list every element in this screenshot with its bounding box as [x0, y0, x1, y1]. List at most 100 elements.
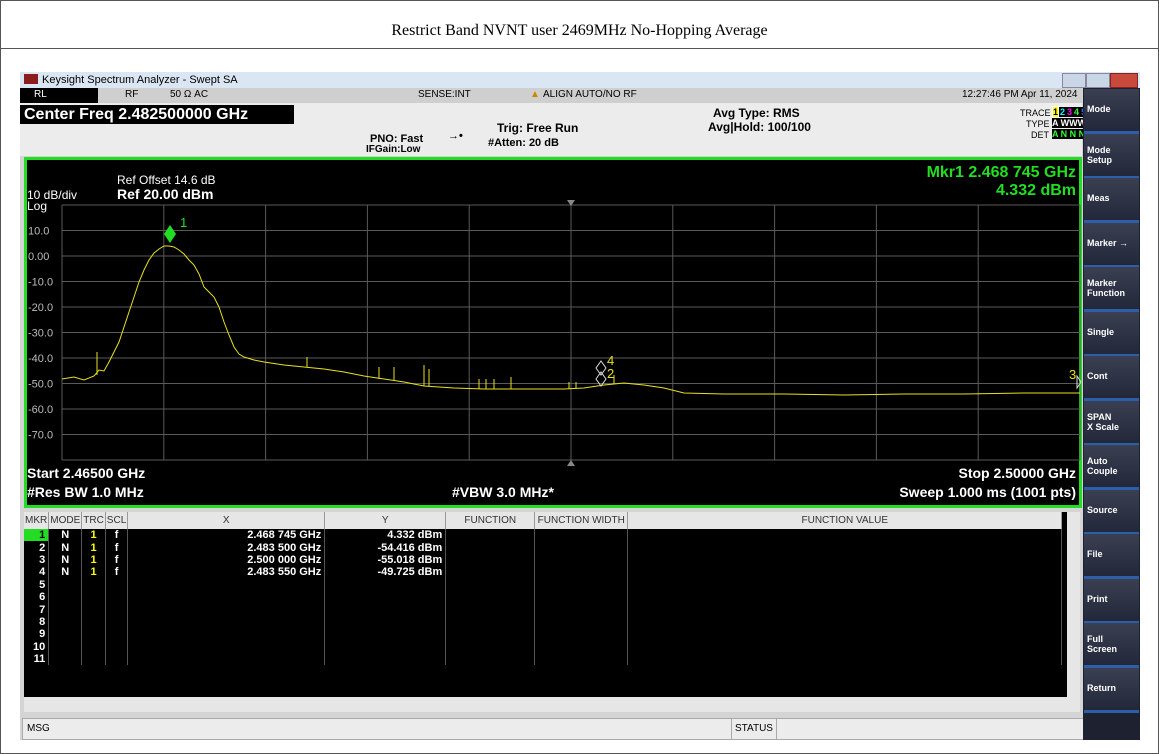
trace-number: 4 — [1074, 107, 1080, 117]
softkey-line: Mode — [1087, 144, 1111, 155]
trace-label: TRACE — [1020, 108, 1051, 118]
cell: 7 — [24, 603, 50, 616]
softkey[interactable]: Auto Couple — [1084, 445, 1139, 490]
marker-row: 6 — [24, 590, 1063, 604]
cell — [324, 615, 447, 629]
maximize-button[interactable] — [1086, 73, 1110, 88]
y-tick-label: 0.00 — [28, 251, 49, 263]
avg-type: Avg Type: RMS — [713, 106, 800, 120]
softkey-label: SPAN X Scale — [1087, 412, 1119, 432]
softkey-line: SPAN — [1087, 411, 1112, 422]
cell — [324, 590, 447, 604]
softkey-line: Mode — [1087, 104, 1111, 114]
marker-row: 1 N 1 f 2.468 745 GHz 4.332 dBm — [24, 529, 1063, 542]
cell: -55.018 dBm — [324, 553, 447, 567]
cell — [534, 628, 629, 641]
msg-bar: MSG STATUS — [22, 718, 1084, 740]
status-row: RL RF 50 Ω AC SENSE:INT ▲ ALIGN AUTO/NO … — [20, 88, 1082, 103]
avg-hold: Avg|Hold: 100/100 — [708, 120, 811, 134]
cell — [81, 590, 106, 604]
cell: 4.332 dBm — [324, 529, 447, 542]
cell — [445, 541, 536, 554]
marker-row: 3 N 1 f 2.500 000 GHz -55.018 dBm — [24, 553, 1063, 567]
warning-icon: ▲ — [530, 89, 540, 100]
cell — [627, 652, 1063, 666]
rl: RL — [34, 89, 47, 100]
atten: #Atten: 20 dB — [488, 137, 559, 149]
center-freq: Center Freq 2.482500000 GHz — [20, 105, 294, 124]
cell — [81, 628, 106, 641]
softkey[interactable]: Source — [1084, 489, 1139, 535]
marker-row: 4 N 1 f 2.483 550 GHz -49.725 dBm — [24, 566, 1063, 579]
h-scrollbar[interactable] — [24, 697, 1067, 712]
cell — [48, 578, 83, 591]
cell — [445, 553, 536, 567]
minimize-button[interactable] — [1062, 73, 1086, 88]
cell — [81, 603, 106, 616]
cell — [48, 628, 83, 641]
cell: 1 — [81, 541, 106, 554]
softkey-label: Full Screen — [1087, 634, 1117, 654]
cell — [127, 640, 326, 653]
cell — [127, 652, 326, 666]
cell — [534, 578, 629, 591]
softkey-line: Function — [1087, 288, 1125, 298]
close-button[interactable] — [1110, 73, 1138, 88]
graticule — [61, 204, 1081, 461]
cell — [534, 541, 629, 554]
softkey-label: Print — [1087, 594, 1108, 604]
marker-label: 2 — [607, 366, 614, 381]
softkey[interactable]: Meas — [1084, 178, 1139, 223]
cell — [48, 615, 83, 629]
cell — [445, 615, 536, 629]
cell — [627, 590, 1063, 604]
cell: 1 — [24, 529, 50, 542]
cell — [127, 590, 326, 604]
softkey[interactable]: Return — [1084, 667, 1139, 713]
rf: RF — [125, 89, 139, 100]
softkey-line: Cont — [1087, 371, 1108, 381]
y-tick-label: -10.0 — [28, 277, 53, 289]
cell — [324, 628, 447, 641]
softkey-line: Couple — [1087, 466, 1118, 476]
marker-row: 11 — [24, 652, 1063, 666]
trig: Trig: Free Run — [497, 121, 579, 135]
cell — [534, 603, 629, 616]
marker-freq: Mkr1 2.468 745 GHz — [927, 164, 1076, 181]
softkey[interactable]: Single — [1084, 311, 1139, 357]
cell — [627, 628, 1063, 641]
softkey-label: Mode Setup — [1087, 145, 1112, 165]
cell — [105, 578, 129, 591]
header-cell: Y — [324, 512, 447, 529]
marker-row: 7 — [24, 603, 1063, 616]
softkey[interactable]: Print — [1084, 578, 1139, 624]
softkey-label: Marker Function — [1087, 278, 1125, 298]
softkey[interactable]: Full Screen — [1084, 623, 1139, 668]
softkey-label: Source — [1087, 505, 1118, 515]
v-scrollbar[interactable] — [1067, 512, 1080, 712]
softkey-line: Setup — [1087, 154, 1113, 165]
softkey[interactable]: SPAN X Scale — [1084, 400, 1139, 446]
settings-row: Center Freq 2.482500000 GHz PNO: Fast IF… — [20, 103, 1112, 156]
ref-offset: Ref Offset 14.6 dB — [117, 173, 216, 187]
softkey[interactable]: Mode Setup — [1084, 133, 1139, 179]
softkey[interactable]: Marker → — [1084, 222, 1139, 268]
softkey-line: Marker — [1087, 278, 1117, 288]
softkey[interactable]: Cont — [1084, 356, 1139, 401]
softkey[interactable]: File — [1084, 534, 1139, 579]
cell: 1 — [81, 566, 106, 579]
header-cell: SCL — [105, 512, 129, 529]
softkey[interactable]: Marker Function — [1084, 267, 1139, 312]
cell — [445, 640, 536, 653]
softkey-line: Source — [1087, 504, 1118, 515]
cell: f — [105, 553, 129, 567]
cell — [127, 615, 326, 629]
softkey-line: Single — [1087, 326, 1115, 337]
trig-icon: →• — [448, 130, 463, 142]
softkey[interactable]: Mode — [1084, 89, 1139, 134]
cell: 2.483 500 GHz — [127, 541, 326, 554]
cell — [445, 590, 536, 604]
softkey-label: Meas — [1087, 193, 1110, 203]
cell — [81, 578, 106, 591]
cell: N — [48, 541, 83, 554]
